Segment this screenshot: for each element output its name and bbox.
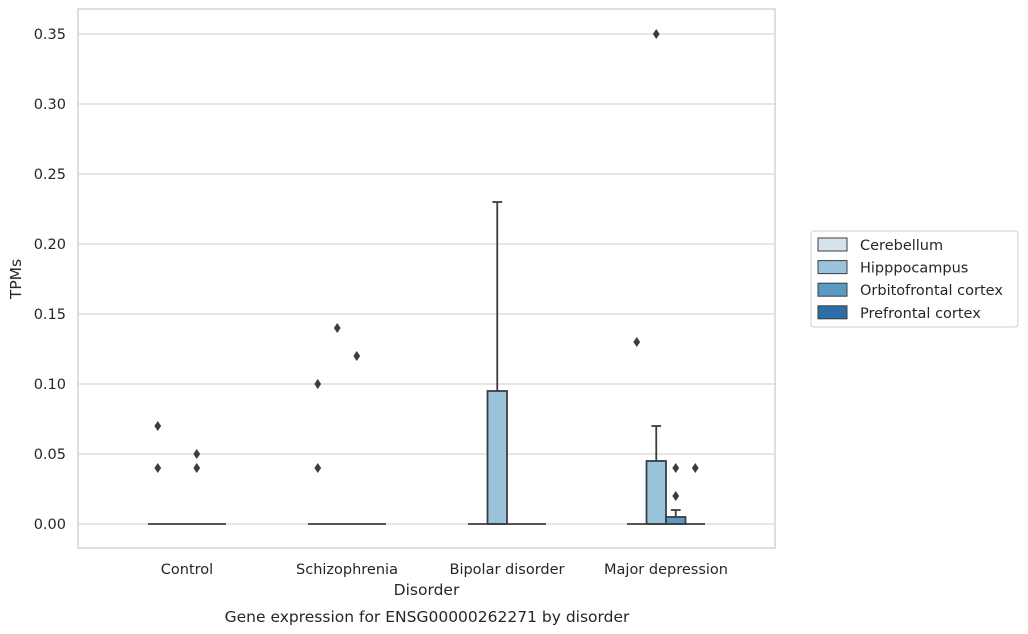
y-tick-label: 0.35	[34, 27, 66, 43]
legend-swatch	[817, 237, 848, 252]
legend-label: Orbitofrontal cortex	[860, 283, 1003, 299]
chart-caption: Gene expression for ENSG00000262271 by d…	[225, 608, 630, 626]
outlier-point	[314, 379, 322, 389]
outlier-point	[691, 463, 699, 473]
legend-item: Prefrontal cortex	[817, 305, 981, 322]
box-group	[486, 201, 508, 525]
x-tick-labels: Control Schizophrenia Bipolar disorder Majo…	[161, 562, 728, 578]
legend-item: Hipppocampus	[817, 260, 968, 277]
x-tick-label: Control	[161, 562, 213, 578]
outlier-point	[154, 421, 162, 431]
y-tick-labels: 0.00 0.05 0.10 0.15 0.20 0.25 0.30 0.35	[34, 27, 66, 533]
legend-item: Cerebellum	[817, 237, 943, 254]
legend-swatch	[817, 282, 848, 297]
y-tick-label: 0.20	[34, 237, 66, 253]
y-tick-label: 0.30	[34, 97, 66, 113]
outlier-point	[633, 337, 641, 347]
outlier-point	[314, 463, 322, 473]
legend-frame	[810, 230, 1019, 328]
legend-label: Prefrontal cortex	[860, 306, 981, 322]
outlier-point	[652, 29, 660, 39]
legend: Cerebellum Hipppocampus Orbitofrontal cort…	[810, 230, 1019, 328]
outlier-point	[353, 351, 361, 361]
y-axis-title: TPMs	[7, 259, 25, 300]
y-tick-label: 0.15	[34, 307, 66, 323]
box-group	[308, 379, 328, 525]
box-group	[685, 463, 705, 525]
outlier-point	[193, 449, 201, 459]
outlier-point	[672, 463, 680, 473]
box-body	[645, 460, 667, 525]
legend-label: Hipppocampus	[860, 261, 968, 277]
boxes	[148, 29, 705, 525]
x-axis-title: Disorder	[394, 581, 460, 599]
x-tick-label: Major depression	[604, 562, 728, 578]
box-group	[645, 29, 667, 525]
legend-swatch	[817, 260, 848, 275]
box-group	[627, 337, 647, 525]
y-tick-label: 0.25	[34, 167, 66, 183]
legend-item: Orbitofrontal cortex	[817, 282, 1003, 299]
outlier-point	[154, 463, 162, 473]
legend-label: Cerebellum	[860, 238, 943, 254]
outlier-point	[193, 463, 201, 473]
outlier-point	[333, 323, 341, 333]
box-group	[347, 351, 367, 525]
y-tick-label: 0.05	[34, 447, 66, 463]
box-group	[187, 449, 207, 525]
box-group	[327, 323, 347, 525]
box-group	[148, 421, 168, 525]
plot-area-frame	[77, 8, 776, 549]
y-tick-label: 0.10	[34, 377, 66, 393]
x-tick-label: Bipolar disorder	[450, 562, 565, 578]
legend-swatch	[817, 305, 848, 320]
box-body	[665, 516, 687, 525]
box-body	[486, 390, 508, 525]
x-tick-label: Schizophrenia	[296, 562, 398, 578]
outlier-point	[672, 491, 680, 501]
y-tick-label: 0.00	[34, 517, 66, 533]
legend-items: Cerebellum Hipppocampus Orbitofrontal cort…	[817, 237, 1003, 322]
box-group	[665, 463, 687, 525]
